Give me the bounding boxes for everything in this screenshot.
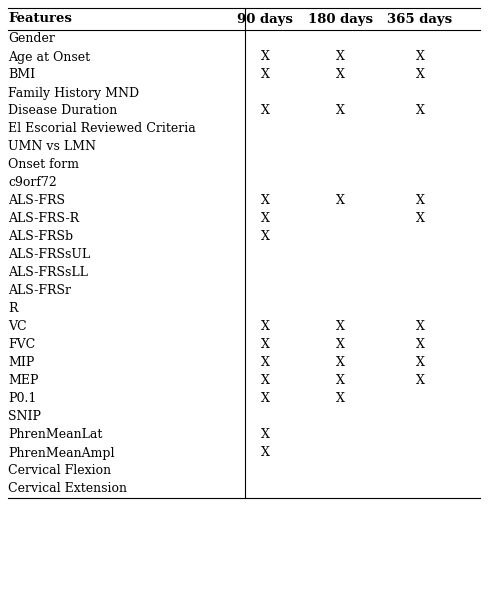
Text: X: X bbox=[261, 429, 269, 442]
Text: X: X bbox=[261, 104, 269, 117]
Text: X: X bbox=[261, 51, 269, 64]
Text: ALS-FRSb: ALS-FRSb bbox=[8, 230, 73, 243]
Text: X: X bbox=[336, 339, 345, 352]
Text: X: X bbox=[261, 230, 269, 243]
Text: ALS-FRSsUL: ALS-FRSsUL bbox=[8, 249, 90, 262]
Text: X: X bbox=[416, 375, 425, 388]
Text: X: X bbox=[336, 320, 345, 333]
Text: SNIP: SNIP bbox=[8, 411, 41, 423]
Text: X: X bbox=[416, 339, 425, 352]
Text: X: X bbox=[416, 51, 425, 64]
Text: X: X bbox=[261, 339, 269, 352]
Text: X: X bbox=[336, 51, 345, 64]
Text: 180 days: 180 days bbox=[307, 12, 372, 25]
Text: PhrenMeanAmpl: PhrenMeanAmpl bbox=[8, 446, 115, 459]
Text: Disease Duration: Disease Duration bbox=[8, 104, 117, 117]
Text: X: X bbox=[416, 194, 425, 207]
Text: X: X bbox=[261, 213, 269, 226]
Text: X: X bbox=[261, 392, 269, 405]
Text: MIP: MIP bbox=[8, 356, 34, 369]
Text: X: X bbox=[416, 320, 425, 333]
Text: X: X bbox=[261, 375, 269, 388]
Text: PhrenMeanLat: PhrenMeanLat bbox=[8, 429, 102, 442]
Text: X: X bbox=[416, 104, 425, 117]
Text: ALS-FRS-R: ALS-FRS-R bbox=[8, 213, 79, 226]
Text: X: X bbox=[261, 320, 269, 333]
Text: P0.1: P0.1 bbox=[8, 392, 37, 405]
Text: X: X bbox=[261, 356, 269, 369]
Text: ALS-FRSr: ALS-FRSr bbox=[8, 284, 71, 297]
Text: Gender: Gender bbox=[8, 32, 55, 45]
Text: VC: VC bbox=[8, 320, 27, 333]
Text: Cervical Extension: Cervical Extension bbox=[8, 482, 127, 495]
Text: c9orf72: c9orf72 bbox=[8, 177, 57, 190]
Text: X: X bbox=[261, 446, 269, 459]
Text: X: X bbox=[336, 194, 345, 207]
Text: X: X bbox=[261, 68, 269, 81]
Text: MEP: MEP bbox=[8, 375, 39, 388]
Text: Family History MND: Family History MND bbox=[8, 87, 139, 100]
Text: X: X bbox=[336, 68, 345, 81]
Text: FVC: FVC bbox=[8, 339, 35, 352]
Text: UMN vs LMN: UMN vs LMN bbox=[8, 141, 96, 154]
Text: ALS-FRS: ALS-FRS bbox=[8, 194, 65, 207]
Text: 365 days: 365 days bbox=[387, 12, 452, 25]
Text: ALS-FRSsLL: ALS-FRSsLL bbox=[8, 266, 88, 280]
Text: X: X bbox=[336, 356, 345, 369]
Text: Age at Onset: Age at Onset bbox=[8, 51, 90, 64]
Text: X: X bbox=[336, 392, 345, 405]
Text: X: X bbox=[261, 194, 269, 207]
Text: X: X bbox=[336, 375, 345, 388]
Text: Onset form: Onset form bbox=[8, 158, 79, 171]
Text: X: X bbox=[416, 68, 425, 81]
Text: Cervical Flexion: Cervical Flexion bbox=[8, 465, 111, 478]
Text: 90 days: 90 days bbox=[237, 12, 293, 25]
Text: X: X bbox=[416, 213, 425, 226]
Text: El Escorial Reviewed Criteria: El Escorial Reviewed Criteria bbox=[8, 123, 196, 135]
Text: R: R bbox=[8, 303, 18, 316]
Text: X: X bbox=[336, 104, 345, 117]
Text: X: X bbox=[416, 356, 425, 369]
Text: Features: Features bbox=[8, 12, 72, 25]
Text: BMI: BMI bbox=[8, 68, 35, 81]
